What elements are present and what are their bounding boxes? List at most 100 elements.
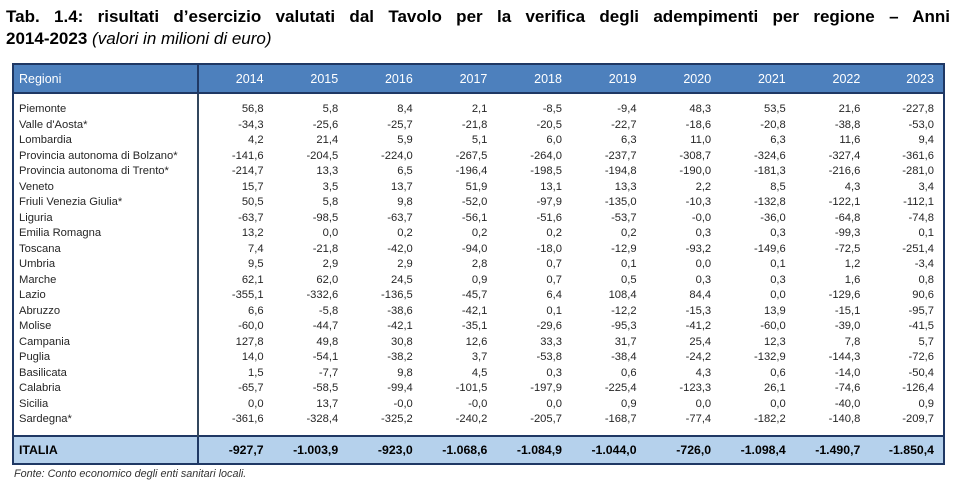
total-value-cell: -1.068,6: [421, 434, 497, 464]
value-cell: 56,8: [241, 103, 264, 115]
value-cell: 11,6: [839, 134, 861, 146]
value-cell: 5,9: [397, 134, 413, 146]
value-cell: 5,8: [322, 196, 339, 208]
value-cell: -77,4: [685, 413, 712, 425]
value-cell: -54,1: [312, 351, 339, 363]
value-cell: -94,0: [461, 242, 488, 255]
value-cell: 24,5: [391, 273, 413, 286]
value-cell: -190,0: [679, 165, 712, 177]
value-cell: 6,0: [546, 134, 562, 146]
title-years: 2014-2023: [6, 29, 93, 48]
value-cell: -38,4: [611, 351, 637, 363]
value-cell: 1,5: [248, 366, 264, 379]
value-cell: -361,6: [902, 149, 934, 162]
value-cell: 53,5: [763, 103, 786, 115]
value-cell: -205,7: [530, 413, 562, 425]
value-cell: 0,0: [546, 397, 562, 410]
table-row: Emilia Romagna 13,2 0,0 0,2 0,2 0,2 0,2 0,3 0,3 -…: [13, 226, 944, 242]
value-cell: -20,5: [536, 118, 562, 131]
value-cell: -15,1: [834, 304, 861, 317]
header-cell-year-2018: 2018: [496, 64, 571, 94]
table-row: Basilicata 1,5 -7,7 9,8 4,5 0,3 0,6 4,3 0,6 -14,0…: [13, 365, 944, 381]
value-cell: -74,8: [908, 211, 935, 224]
value-cell: -63,7: [387, 211, 413, 224]
table-row: Veneto 15,7 3,5 13,7 51,9 13,1 13,3 2,2 8,5 4,3 3,…: [13, 179, 944, 195]
table-row: Sicilia 0,0 13,7 -0,0 -0,0 0,0 0,9 0,0 0,0 -40,0 0…: [13, 396, 944, 412]
value-cell: 2,8: [471, 258, 488, 270]
value-cell: -327,4: [828, 149, 861, 162]
total-row-label: ITALIA: [13, 434, 199, 464]
value-cell: 6,6: [248, 304, 264, 317]
value-cell: 3,5: [322, 180, 339, 193]
results-table: Regioni 2014 2015 2016 2017 2018 2019 2020 2021 2…: [12, 63, 945, 465]
value-cell: -98,5: [312, 211, 339, 224]
value-cell: 0,9: [918, 397, 934, 410]
header-cell-year-2023: 2023: [869, 64, 944, 94]
value-cell: -9,4: [617, 103, 637, 115]
value-cell: -52,0: [461, 196, 488, 208]
value-cell: 0,2: [397, 227, 413, 239]
value-cell: 25,4: [689, 335, 712, 348]
table-total-row: ITALIA -927,7 -1.003,9 -923,0 -1.068,6 -1.084…: [13, 434, 944, 464]
table-row: Marche 62,1 62,0 24,5 0,9 0,7 0,5 0,3 0,3 1,6 0,8: [13, 272, 944, 288]
value-cell: 4,2: [248, 134, 264, 146]
value-cell: -136,5: [381, 289, 413, 301]
value-cell: 0,0: [770, 289, 786, 301]
value-cell: 0,3: [770, 227, 786, 239]
value-cell: 14,0: [241, 351, 264, 363]
value-cell: -198,5: [530, 165, 562, 177]
table-row: Piemonte 56,8 5,8 8,4 2,1 -8,5 -9,4 48,3 53,5 21,…: [13, 93, 944, 118]
value-cell: -38,8: [834, 118, 861, 131]
region-name: Emilia Romagna: [13, 226, 199, 242]
value-cell: 0,0: [322, 227, 339, 239]
value-cell: -308,7: [679, 149, 712, 162]
value-cell: -355,1: [231, 289, 264, 301]
value-cell: 49,8: [316, 335, 339, 348]
value-cell: 1,2: [844, 258, 861, 270]
value-cell: -0,0: [393, 397, 413, 410]
value-cell: -25,7: [387, 118, 413, 131]
value-cell: -18,0: [536, 242, 562, 255]
value-cell: -50,4: [908, 366, 935, 379]
value-cell: -63,7: [238, 211, 264, 224]
value-cell: 2,9: [397, 258, 413, 270]
value-cell: 0,3: [695, 227, 712, 239]
value-cell: 0,6: [621, 366, 637, 379]
value-cell: 62,1: [241, 273, 264, 286]
value-cell: 13,3: [316, 165, 339, 177]
region-name: Sicilia: [13, 396, 199, 412]
title-unit-note: (valori in milioni di euro): [92, 29, 272, 48]
value-cell: 8,4: [397, 103, 413, 115]
value-cell: 13,9: [763, 304, 786, 317]
value-cell: -93,2: [685, 242, 712, 255]
total-value-cell: -726,0: [645, 434, 721, 464]
value-cell: -95,7: [908, 304, 935, 317]
value-cell: -12,2: [611, 304, 637, 317]
region-name: Liguria: [13, 210, 199, 226]
table-row: Calabria -65,7 -58,5 -99,4 -101,5 -197,9 -225,…: [13, 381, 944, 397]
value-cell: 0,7: [546, 273, 562, 286]
header-cell-year-2021: 2021: [720, 64, 795, 94]
table-row: Liguria -63,7 -98,5 -63,7 -56,1 -51,6 -53,7 -0,…: [13, 210, 944, 226]
value-cell: 6,4: [546, 289, 562, 301]
value-cell: 0,9: [621, 397, 637, 410]
value-cell: -60,0: [238, 320, 264, 332]
value-cell: 0,2: [621, 227, 637, 239]
value-cell: 7,4: [248, 242, 264, 255]
value-cell: 5,8: [322, 103, 339, 115]
value-cell: 4,5: [471, 366, 488, 379]
table-row: Toscana 7,4 -21,8 -42,0 -94,0 -18,0 -12,9 -93,2…: [13, 241, 944, 257]
value-cell: -240,2: [455, 413, 488, 425]
value-cell: -267,5: [455, 149, 488, 162]
value-cell: -41,2: [685, 320, 712, 332]
value-cell: 4,3: [844, 180, 861, 193]
value-cell: -24,2: [685, 351, 712, 363]
region-name: Basilicata: [13, 365, 199, 381]
value-cell: -53,0: [908, 118, 935, 131]
value-cell: -144,3: [828, 351, 861, 363]
value-cell: -42,1: [461, 304, 488, 317]
value-cell: -21,8: [312, 242, 339, 255]
value-cell: -53,7: [611, 211, 637, 224]
total-value-cell: -1.003,9: [272, 434, 348, 464]
value-cell: 0,6: [770, 366, 786, 379]
